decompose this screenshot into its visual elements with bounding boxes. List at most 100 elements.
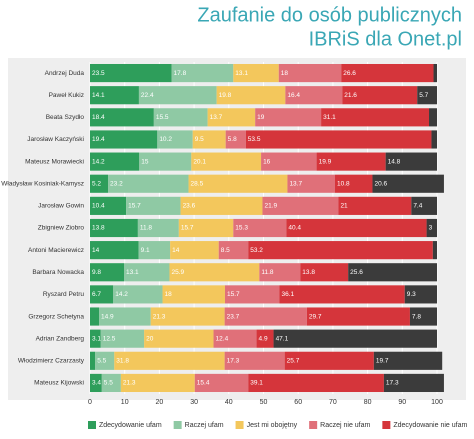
bar-segment	[300, 263, 349, 282]
value-label: 15	[141, 158, 149, 165]
bar-segment	[90, 307, 100, 326]
legend-swatch	[88, 421, 96, 429]
bar-segment	[385, 152, 437, 171]
value-label: 36.1	[281, 291, 294, 298]
bar-segment	[191, 152, 262, 171]
category-label: Antoni Macierewicz	[28, 247, 84, 254]
bar-segment	[90, 174, 109, 193]
x-tick-label: 70	[329, 399, 337, 406]
bar-segment	[306, 307, 410, 326]
value-label: 20.6	[374, 180, 387, 187]
bar-segment	[124, 263, 170, 282]
bar-segment	[90, 108, 154, 127]
bar-segment	[90, 152, 140, 171]
value-label: 15.7	[227, 291, 240, 298]
value-label: 25.6	[350, 269, 363, 276]
legend-label: Zdecydowanie ufam	[99, 422, 162, 429]
value-label: 12.4	[216, 335, 229, 342]
bar-segment	[383, 373, 444, 393]
bar-segment	[192, 130, 226, 149]
bar-segment	[95, 351, 115, 370]
bar-segment	[245, 130, 432, 149]
value-label: 26.6	[343, 70, 356, 77]
x-tick-label: 60	[294, 399, 302, 406]
bar-segment	[321, 108, 430, 127]
bar-segment	[373, 351, 443, 370]
bar-segment	[261, 152, 317, 171]
bar-segment	[429, 108, 437, 127]
category-label: Grzegorz Schetyna	[28, 313, 84, 320]
bar-segment	[90, 373, 102, 393]
value-label: 14.2	[92, 158, 105, 165]
value-label: 21.3	[123, 380, 136, 387]
bar-segment	[417, 86, 437, 105]
bar-segment	[180, 196, 263, 215]
value-label: 18.4	[92, 114, 105, 121]
bar-segment	[432, 241, 437, 260]
bar-segment	[426, 218, 437, 238]
bar-segment	[120, 373, 195, 393]
bar-segment	[218, 241, 249, 260]
value-label: 10.4	[92, 203, 105, 210]
value-label: 10.2	[159, 136, 172, 143]
value-label: 11.8	[261, 269, 274, 276]
value-label: 3	[429, 225, 433, 232]
category-label: Włodzimierz Czarzasty	[18, 358, 85, 365]
value-label: 3.1	[92, 335, 101, 342]
x-tick-label: 30	[190, 399, 198, 406]
bar-segment	[372, 174, 444, 193]
value-label: 18	[281, 70, 289, 77]
bar-segment	[411, 196, 437, 215]
bar-segment	[342, 86, 418, 105]
x-tick-label: 80	[364, 399, 372, 406]
bar-segment	[100, 329, 145, 348]
value-label: 5.8	[228, 136, 237, 143]
bar-segment	[256, 329, 274, 348]
value-label: 7.8	[412, 313, 421, 320]
bar-segment	[338, 196, 412, 215]
x-tick-label: 90	[398, 399, 406, 406]
legend-swatch	[235, 421, 244, 429]
value-label: 14.1	[92, 92, 105, 99]
value-label: 13.8	[92, 225, 105, 232]
bar-segment	[108, 174, 189, 193]
chart-subtitle: IBRiS dla Onet.pl	[309, 28, 462, 50]
bar-segment	[90, 263, 125, 282]
value-label: 8.5	[221, 247, 230, 254]
bar-segment	[101, 373, 121, 393]
category-label: Adrian Zandberg	[36, 335, 85, 342]
value-label: 21.6	[344, 92, 357, 99]
value-label: 5.7	[419, 92, 428, 99]
legend-label: Zdecydowanie nie ufam	[393, 422, 467, 429]
value-label: 19.8	[219, 92, 232, 99]
bar-segment	[248, 241, 433, 260]
bar-segment	[99, 307, 151, 326]
bar-segment	[224, 351, 285, 370]
bar-segment	[171, 63, 234, 83]
value-label: 9.3	[407, 291, 416, 298]
bar-segment	[90, 329, 101, 348]
value-label: 3.4	[92, 380, 101, 387]
value-label: 11.8	[140, 225, 153, 232]
bar-segment	[137, 218, 179, 238]
value-label: 25.7	[287, 358, 300, 365]
category-label: Mateusz Morawiecki	[25, 158, 84, 165]
x-tick-label: 10	[121, 399, 129, 406]
bar-segment	[170, 241, 219, 260]
value-label: 13.7	[210, 114, 223, 121]
value-label: 12.5	[103, 335, 116, 342]
value-label: 31.8	[116, 358, 129, 365]
category-label: Zbigniew Ziobro	[38, 225, 85, 232]
bar-segment	[153, 108, 208, 127]
legend-label: Raczej ufam	[185, 422, 224, 429]
value-label: 14.9	[101, 313, 114, 320]
bar-segment	[224, 285, 280, 304]
value-label: 7.4	[413, 203, 422, 210]
bar-segment	[233, 63, 279, 83]
x-tick-label: 50	[260, 399, 268, 406]
value-label: 53.2	[250, 247, 263, 254]
bar-segment	[90, 196, 127, 215]
value-label: 15.7	[181, 225, 194, 232]
value-label: 21.9	[264, 203, 277, 210]
value-label: 17.3	[386, 380, 399, 387]
